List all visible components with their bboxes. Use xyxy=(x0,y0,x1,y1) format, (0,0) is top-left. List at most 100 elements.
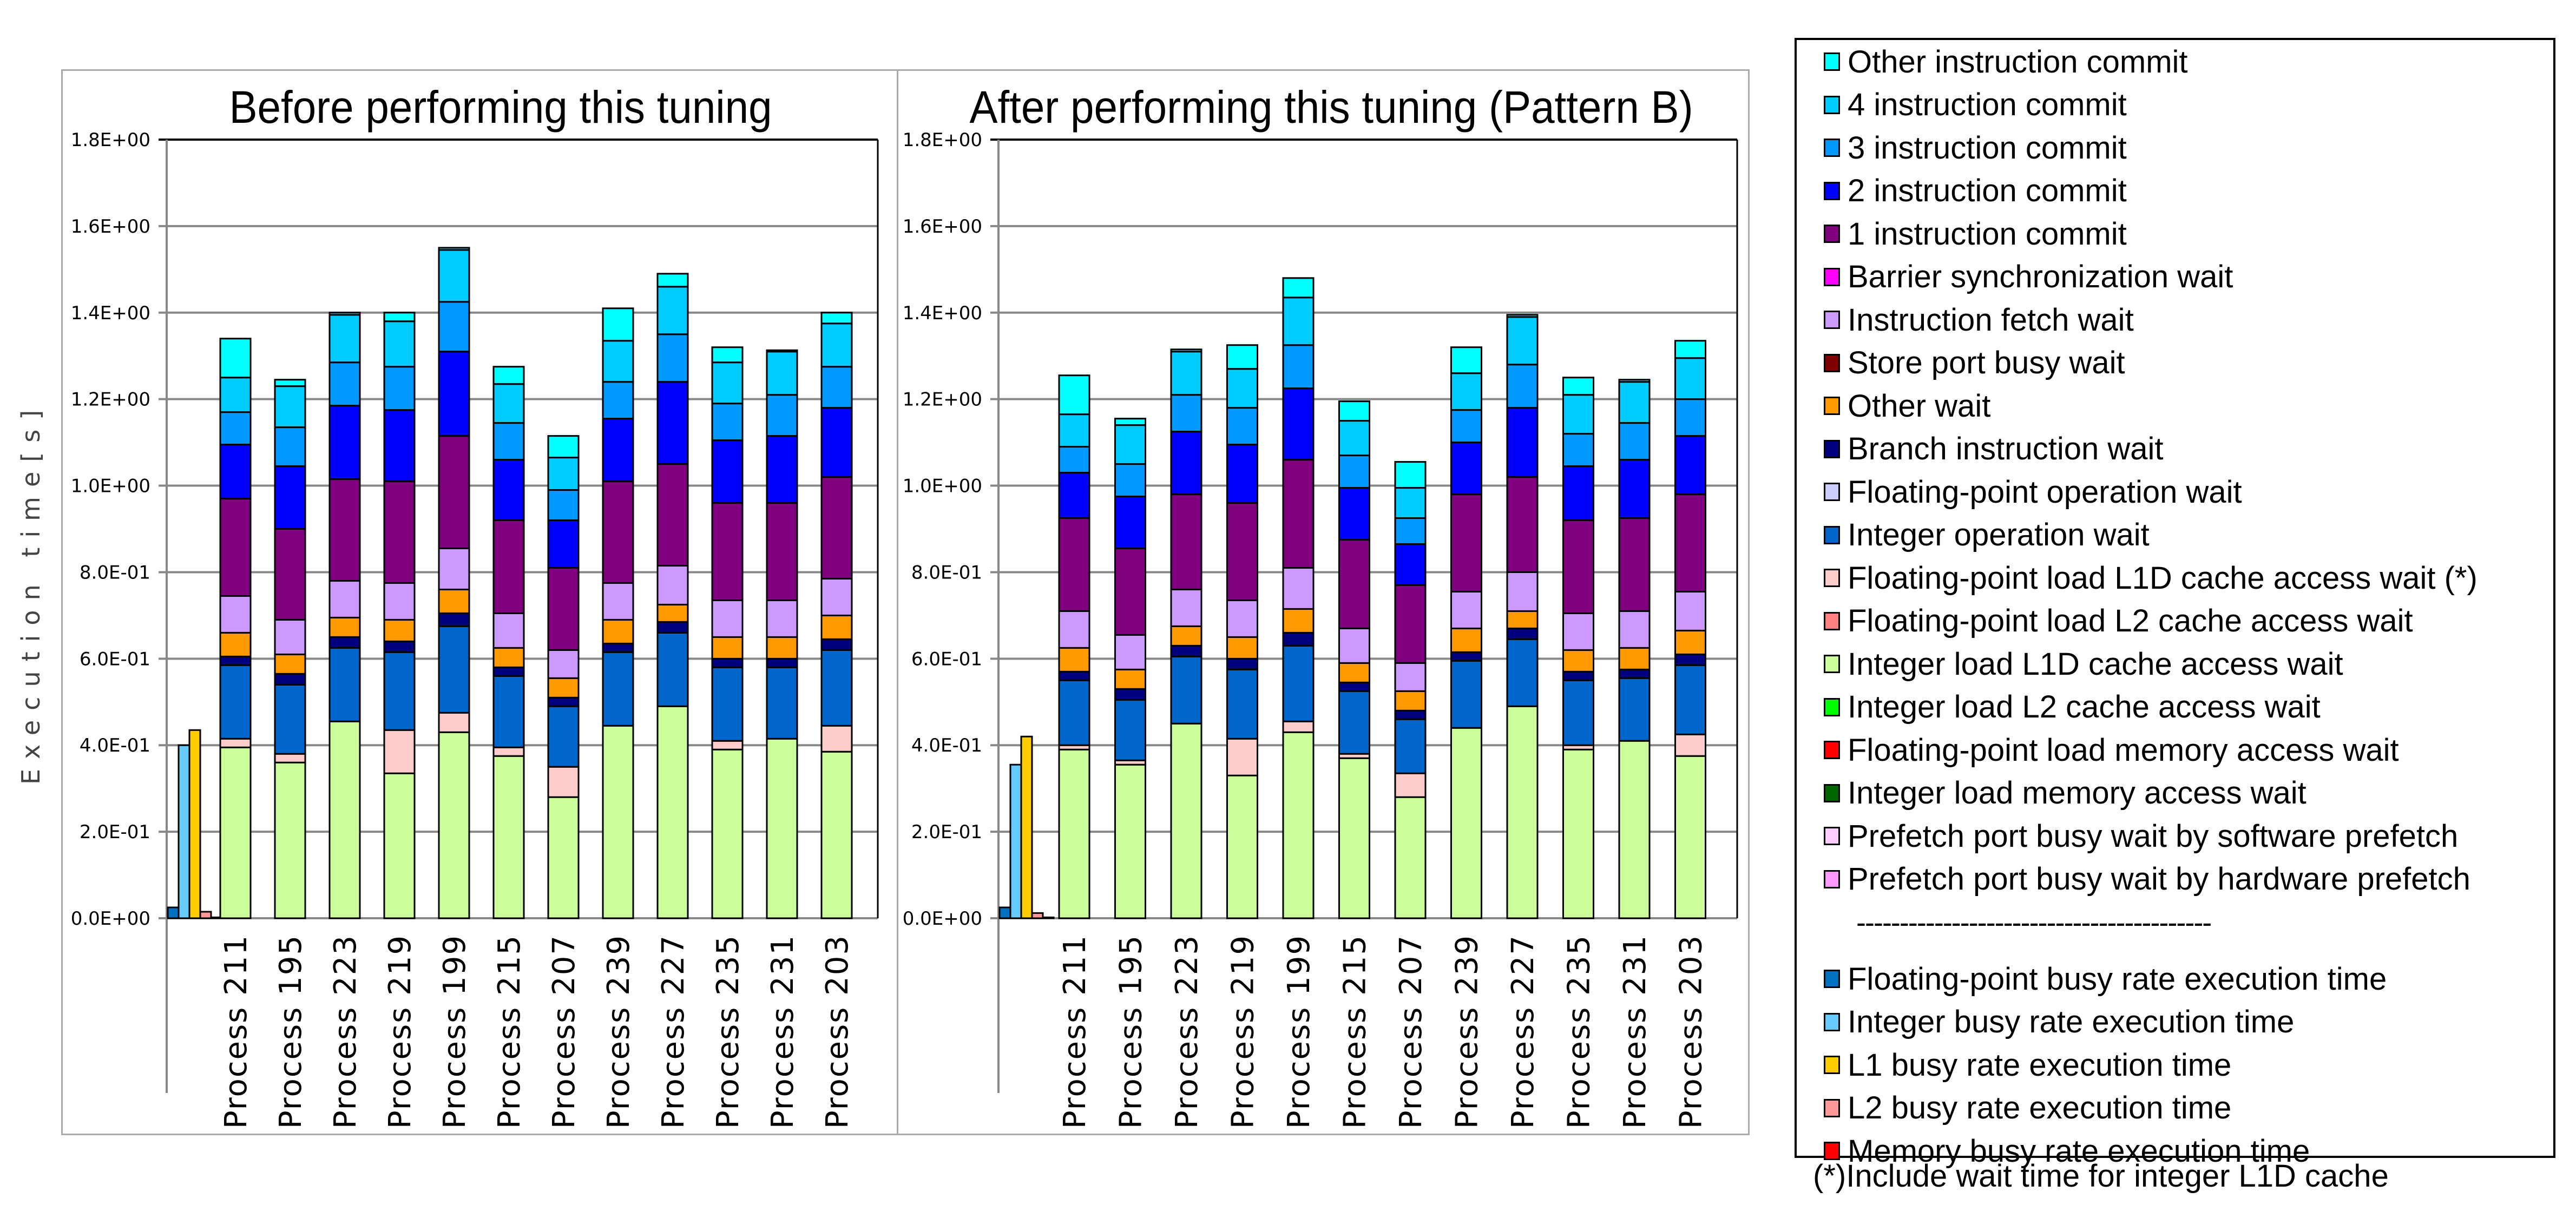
legend-label: Floating-point operation wait xyxy=(1848,474,2242,510)
bar-segment xyxy=(328,647,361,722)
bar-segment xyxy=(1394,718,1427,774)
bar-segment xyxy=(328,405,361,480)
bar-segment xyxy=(492,755,525,919)
bar-segment xyxy=(1618,517,1651,612)
x-tick-label: Process 227 xyxy=(656,934,691,1129)
bar-segment xyxy=(1674,733,1706,757)
bar-segment xyxy=(547,705,580,768)
bar-segment xyxy=(492,459,525,522)
busy-bar xyxy=(1009,763,1022,919)
legend-label: 2 instruction commit xyxy=(1848,173,2127,208)
y-tick-label: 0.0E+00 xyxy=(71,908,150,930)
bar-segment xyxy=(1170,493,1202,590)
bar-segment xyxy=(820,407,853,478)
bar-segment xyxy=(602,480,634,584)
legend-item: 1 instruction commit xyxy=(1824,215,2127,253)
bar-segment xyxy=(1618,668,1651,679)
bar-segment xyxy=(1506,705,1539,919)
bar-segment xyxy=(1058,679,1090,746)
charts-svg: 0.0E+00 2.0E-01 4.0E-01 6.0E-01 8.0E-01 1.0E+… xyxy=(71,129,1738,1129)
bar-segment xyxy=(1394,662,1427,692)
bar-segment xyxy=(219,338,252,379)
bar-segment xyxy=(492,647,525,668)
bar-segment xyxy=(1506,364,1539,409)
bar-segment xyxy=(1282,459,1315,569)
x-tick-label: Process 219 xyxy=(383,934,418,1129)
bar-segment xyxy=(766,351,798,396)
y-tick-label: 1.0E+00 xyxy=(71,476,150,497)
legend-label: Integer busy rate execution time xyxy=(1848,1004,2295,1039)
bar-segment xyxy=(1394,461,1427,489)
x-tick-label: Process 199 xyxy=(1282,934,1317,1129)
bar-segment xyxy=(1282,387,1315,461)
bar-segment xyxy=(383,729,416,774)
bar-segment xyxy=(602,618,634,644)
bar-segment xyxy=(820,476,853,580)
bar-segment xyxy=(547,766,580,798)
bar-segment xyxy=(1450,660,1482,729)
bar-segment xyxy=(1618,647,1651,670)
bar-segment xyxy=(1282,731,1315,919)
bar-segment xyxy=(1338,681,1370,692)
bar-segment xyxy=(547,696,580,707)
legend-item: Floating-point operation wait xyxy=(1824,473,2242,511)
bar-segment xyxy=(328,314,361,364)
x-tick-label: Process 223 xyxy=(1169,934,1205,1129)
chart-divider xyxy=(897,69,898,1135)
bar-segment xyxy=(656,603,689,623)
y-tick-label: 6.0E-01 xyxy=(80,648,150,670)
bar-segment xyxy=(1394,584,1427,664)
bar-segment xyxy=(274,379,306,387)
busy-bar xyxy=(178,744,190,919)
x-tick-label: Process 231 xyxy=(1618,934,1653,1129)
y-tick-label: 1.8E+00 xyxy=(903,129,982,151)
legend-swatch xyxy=(1824,611,1840,630)
bar-segment xyxy=(1338,487,1370,541)
bar-segment xyxy=(383,651,416,731)
bar-segment xyxy=(1058,517,1090,612)
bar-segment xyxy=(766,394,798,437)
bar-segment xyxy=(711,657,744,668)
bar-segment xyxy=(274,618,306,655)
bar-segment xyxy=(820,366,853,409)
bar-segment xyxy=(1114,496,1146,549)
x-tick-label: Process 227 xyxy=(1506,934,1541,1129)
bar-segment xyxy=(1226,407,1258,446)
bar-segment xyxy=(219,498,252,597)
bar-segment xyxy=(1450,372,1482,411)
bar-segment xyxy=(820,638,853,651)
legend-label: Integer load L2 cache access wait xyxy=(1848,689,2321,725)
bar-segment xyxy=(711,403,744,442)
legend-label: Store port busy wait xyxy=(1848,345,2125,380)
legend-swatch xyxy=(1824,525,1840,544)
bar-segment xyxy=(1674,755,1706,919)
bar-segment xyxy=(274,528,306,621)
legend-label: Other wait xyxy=(1848,388,1991,424)
legend-label: Instruction fetch wait xyxy=(1848,302,2134,338)
bar-segment xyxy=(1562,465,1594,522)
bar-segment xyxy=(1338,538,1370,629)
legend-label: Integer load memory access wait xyxy=(1848,775,2306,811)
busy-bar xyxy=(1042,916,1055,919)
bar-segment xyxy=(219,377,252,413)
bar-segment xyxy=(547,796,580,919)
legend-label: 3 instruction commit xyxy=(1848,130,2127,166)
legend-label: Floating-point busy rate execution time xyxy=(1848,961,2387,997)
bar-segment xyxy=(1058,472,1090,519)
bar-segment xyxy=(1114,763,1146,919)
bar-segment xyxy=(1282,720,1315,733)
bar-segment xyxy=(1282,631,1315,647)
y-tick-label: 8.0E-01 xyxy=(911,562,982,583)
x-tick-label: Process 219 xyxy=(1226,934,1261,1129)
bar-segment xyxy=(219,738,252,748)
bar-segment xyxy=(1226,344,1258,370)
bar-segment xyxy=(1338,420,1370,457)
bar-segment xyxy=(547,489,580,522)
legend-swatch xyxy=(1824,267,1840,286)
legend-label: Integer operation wait xyxy=(1848,517,2150,552)
bar-segment xyxy=(602,642,634,653)
bar-segment xyxy=(492,746,525,757)
bar-segment xyxy=(1394,709,1427,720)
legend-swatch xyxy=(1824,784,1840,802)
bar-segment xyxy=(219,664,252,740)
